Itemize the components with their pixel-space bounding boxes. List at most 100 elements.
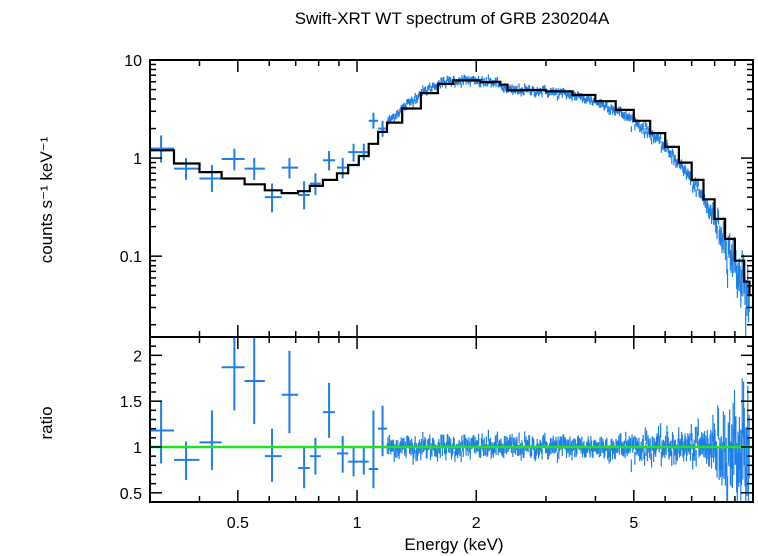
spectrum-data-point [614, 110, 616, 116]
ratio-data-point [558, 447, 560, 459]
ratio-data-point [505, 443, 508, 455]
ratio-data-point [412, 453, 414, 465]
y-tick-label: 1.5 [120, 394, 142, 411]
ratio-data-point [678, 427, 680, 443]
spectrum-data-point [590, 97, 593, 103]
spectrum-data-point [431, 86, 433, 92]
spectrum-data-point [589, 99, 591, 105]
spectrum-data-point [392, 113, 395, 119]
spectrum-data-point [611, 109, 614, 115]
y-tick-label: 1 [133, 151, 142, 168]
spectrum-data-point [378, 120, 387, 137]
spectrum-data-point [642, 122, 644, 129]
ratio-data-point [712, 414, 714, 441]
ratio-data-point [480, 446, 482, 458]
spectrum-data-point [641, 127, 643, 134]
spectrum-data-point [729, 233, 731, 254]
ratio-plot-area [150, 337, 753, 502]
ratio-data-point [348, 447, 359, 477]
spectrum-data-point [600, 102, 602, 108]
ratio-data-point [405, 446, 407, 458]
spectrum-data-point [571, 96, 573, 102]
spectrum-data-point [726, 255, 728, 275]
spectrum-data-point [609, 109, 612, 115]
spectrum-data-point [524, 83, 526, 89]
ratio-data-point [732, 402, 734, 449]
spectrum-data-point [454, 82, 456, 88]
ratio-data-point [723, 442, 725, 480]
spectrum-data-point [221, 148, 245, 171]
ratio-data-point [660, 423, 662, 438]
spectrum-data-point [643, 131, 646, 139]
ratio-data-point [710, 429, 712, 454]
spectrum-data-point [726, 268, 729, 288]
chart-title: Swift-XRT WT spectrum of GRB 230204A [295, 9, 610, 28]
ratio-data-point [386, 442, 388, 454]
ratio-data-point [697, 418, 699, 436]
model-step-line [150, 79, 753, 297]
ratio-data-point [694, 426, 697, 444]
ratio-data-point [557, 436, 559, 448]
spectrum-data-point [745, 307, 747, 337]
spectrum-data-point [598, 102, 600, 108]
ratio-data-point [445, 449, 447, 461]
spectrum-data-point [646, 122, 648, 130]
ratio-data-point [569, 436, 571, 448]
ratio-data-point [726, 476, 729, 502]
ratio-data-point [671, 450, 673, 467]
x-axis-label: Energy (keV) [404, 535, 503, 554]
spectrum-data-point [487, 74, 490, 80]
spectrum-data-point [450, 77, 452, 83]
spectrum-data-point [739, 265, 741, 292]
spectrum-data-point [174, 158, 200, 180]
spectrum-data-point [422, 85, 424, 91]
ratio-data-point [744, 427, 746, 487]
ratio-data-point [741, 378, 743, 435]
spectrum-data-point [443, 77, 445, 83]
ratio-data-point [643, 452, 646, 466]
ratio-data-point [422, 432, 424, 444]
y-tick-label: 1 [133, 440, 142, 457]
spectrum-data-point [395, 114, 397, 120]
ratio-data-point [524, 431, 526, 443]
ratio-data-point [460, 451, 462, 463]
spectrum-data-point [731, 244, 733, 266]
ratio-data-point [650, 453, 653, 468]
ratio-data-point [609, 449, 612, 462]
ratio-data-point [336, 436, 349, 473]
spectrum-data-point [561, 92, 563, 98]
y-tick-label: 0.5 [120, 486, 142, 503]
ratio-frame [149, 336, 754, 503]
ratio-data-point [657, 425, 660, 441]
ratio-data-point [644, 427, 646, 441]
x-tick-label: 0.5 [227, 515, 249, 532]
spectrum-data-point [660, 146, 662, 153]
spectrum-data-point [608, 109, 610, 116]
ratio-data-point [653, 448, 655, 463]
spectrum-data-point [717, 210, 720, 225]
spectrum-data-point [731, 255, 734, 277]
spectrum-data-point [395, 110, 397, 116]
ratio-data-point [358, 447, 369, 475]
spectrum-data-point [322, 151, 336, 171]
ratio-data-point [745, 467, 747, 502]
ratio-data-point [199, 410, 222, 470]
spectrum-data-point [410, 100, 412, 106]
ratio-data-point [520, 449, 522, 461]
ratio-data-point [696, 431, 699, 449]
ratio-data-point [641, 447, 643, 462]
ratio-data-point [309, 437, 321, 475]
spectrum-data-point [511, 84, 513, 90]
spectrum-data-point [298, 181, 310, 210]
ratio-data-point [574, 446, 576, 458]
ratio-data-point [414, 436, 416, 448]
ratio-data-point [673, 449, 675, 465]
ratio-data-point [685, 436, 687, 453]
spectrum-data-point [199, 165, 222, 193]
ratio-data-point [692, 453, 694, 470]
ratio-data-point [645, 442, 647, 457]
ratio-data-point [618, 435, 620, 448]
ratio-data-point [485, 436, 487, 448]
spectrum-data-point [623, 112, 625, 118]
spectrum-data-point [244, 158, 265, 180]
